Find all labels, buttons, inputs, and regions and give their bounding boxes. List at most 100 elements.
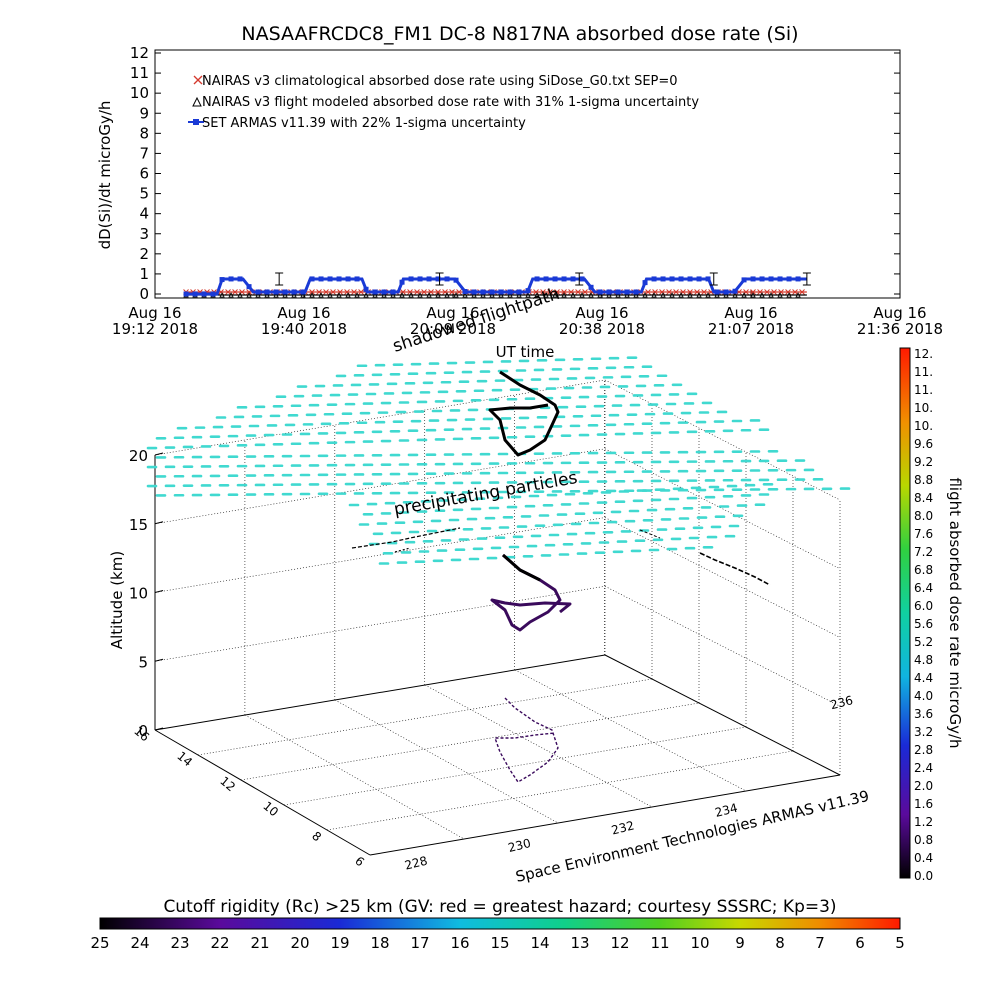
series-point-armas xyxy=(363,286,369,292)
legend: NAIRAS v3 climatological absorbed dose r… xyxy=(188,74,699,131)
rigidity-tick-label: 13 xyxy=(570,934,589,952)
rigidity-tick-label: 23 xyxy=(170,934,189,952)
y-tick-label: 3 xyxy=(139,225,149,243)
series-point-armas xyxy=(327,276,333,282)
x-tick-label-time: 21:07 2018 xyxy=(708,320,794,338)
series-point-climatological xyxy=(449,289,455,295)
z-axis-label: Altitude (km) xyxy=(108,551,126,649)
series-point-armas xyxy=(525,288,531,294)
y-tick-label: 1 xyxy=(139,265,149,283)
series-point-climatological xyxy=(225,289,231,295)
series-point-flight-modeled xyxy=(318,292,324,298)
series-point-flight-modeled xyxy=(687,292,693,298)
dose-tick-label: 4.8 xyxy=(914,653,933,667)
x-tick-label-time: 19:12 2018 xyxy=(112,320,198,338)
3d-box-edge xyxy=(197,678,653,756)
series-point-climatological xyxy=(414,289,420,295)
3d-box-edge xyxy=(326,750,794,831)
series-point-flight-modeled xyxy=(354,292,360,298)
series-point-flight-modeled xyxy=(309,292,315,298)
rigidity-tick-label: 12 xyxy=(610,934,629,952)
series-point-armas xyxy=(615,289,621,295)
series-point-climatological xyxy=(561,289,567,295)
flightpath-altitude xyxy=(490,553,572,632)
x-tick-label-date: Aug 16 xyxy=(128,304,181,322)
series-point-armas xyxy=(606,289,612,295)
trajectory-3d-panel: shadowed flightpath precipitating partic… xyxy=(108,284,871,886)
series-point-armas xyxy=(201,291,207,297)
dose-tick-label: 8.4 xyxy=(914,491,933,505)
rigidity-tick-label: 15 xyxy=(490,934,509,952)
3d-box-edge xyxy=(514,669,747,792)
series-point-flight-modeled xyxy=(768,292,774,298)
series-point-climatological xyxy=(764,289,770,295)
series-point-armas xyxy=(354,276,360,282)
x-tick-label-date: Aug 16 xyxy=(873,304,926,322)
series-point-armas xyxy=(246,284,252,290)
series-point-armas xyxy=(507,289,513,295)
x-tick-label-time: 20:09 2018 xyxy=(410,320,496,338)
series-point-armas xyxy=(282,289,288,295)
series-point-flight-modeled xyxy=(246,292,252,298)
series-point-flight-modeled xyxy=(660,292,666,298)
depth-tick-label: 6 xyxy=(352,854,367,870)
3d-box-edge xyxy=(240,702,700,781)
series-point-armas xyxy=(678,276,684,282)
series-point-flight-modeled xyxy=(435,292,441,298)
series-point-armas xyxy=(759,276,765,282)
y-tick-label: 6 xyxy=(139,165,149,183)
3d-box-edge xyxy=(369,774,841,856)
series-point-armas xyxy=(417,276,423,282)
series-point-armas xyxy=(471,289,477,295)
rigidity-tick-label: 22 xyxy=(210,934,229,952)
series-point-armas xyxy=(399,279,405,285)
series-point-armas xyxy=(462,289,468,295)
series-point-armas xyxy=(651,276,657,282)
series-point-armas xyxy=(300,289,306,295)
series-point-armas xyxy=(516,289,522,295)
error-bar xyxy=(709,272,718,286)
rigidity-tick-label: 14 xyxy=(530,934,549,952)
flightpath-wall-shadow xyxy=(351,527,461,549)
dose-tick-label: 6.4 xyxy=(914,581,933,595)
series-point-flight-modeled xyxy=(525,292,531,298)
dose-tick-label: 0.0 xyxy=(914,869,933,883)
dose-tick-label: 12. xyxy=(914,347,933,361)
dose-colorbar: 0.0 0.4 0.8 1.2 1.6 2.0 2.4 2.8 3.2 3.6 4.0 4.4 4.8 5… xyxy=(899,347,964,883)
series-point-armas xyxy=(696,276,702,282)
dose-tick-label: 4.0 xyxy=(914,689,933,703)
series-point-armas xyxy=(642,280,648,286)
series-point-flight-modeled xyxy=(507,292,513,298)
dose-tick-label: 8.0 xyxy=(914,509,933,523)
y-tick-label: 5 xyxy=(139,185,149,203)
series-point-flight-modeled xyxy=(444,292,450,298)
flightpath-floor-shadow xyxy=(494,697,559,783)
series-point-flight-modeled xyxy=(399,292,405,298)
series-point-armas xyxy=(552,276,558,282)
3d-box-edge xyxy=(604,585,841,707)
series-point-armas xyxy=(210,291,216,297)
rigidity-tick-label: 9 xyxy=(735,934,745,952)
series-point-armas xyxy=(183,291,189,297)
series-point-climatological xyxy=(701,289,707,295)
series-point-flight-modeled xyxy=(651,292,657,298)
series-point-flight-modeled xyxy=(570,292,576,298)
rigidity-tick-label: 24 xyxy=(130,934,149,952)
series-point-flight-modeled xyxy=(678,292,684,298)
rigidity-colorbar: Cutoff rigidity (Rc) >25 km (GV: red = g… xyxy=(90,897,904,952)
z-tick-label: 0 xyxy=(138,722,148,740)
3d-box-edge xyxy=(154,448,606,525)
3d-box-edge xyxy=(604,654,841,776)
dose-tick-label: 5.2 xyxy=(914,635,933,649)
dose-colorbar-label: flight absorbed dose rate microGy/h xyxy=(946,477,964,748)
series-point-armas xyxy=(624,289,630,295)
series-point-armas xyxy=(318,276,324,282)
series-point-armas xyxy=(660,276,666,282)
series-point-flight-modeled xyxy=(363,292,369,298)
series-point-flight-modeled xyxy=(615,292,621,298)
series-point-flight-modeled xyxy=(552,292,558,298)
series-point-flight-modeled xyxy=(390,292,396,298)
flightpath-wall-shadow xyxy=(394,547,411,553)
